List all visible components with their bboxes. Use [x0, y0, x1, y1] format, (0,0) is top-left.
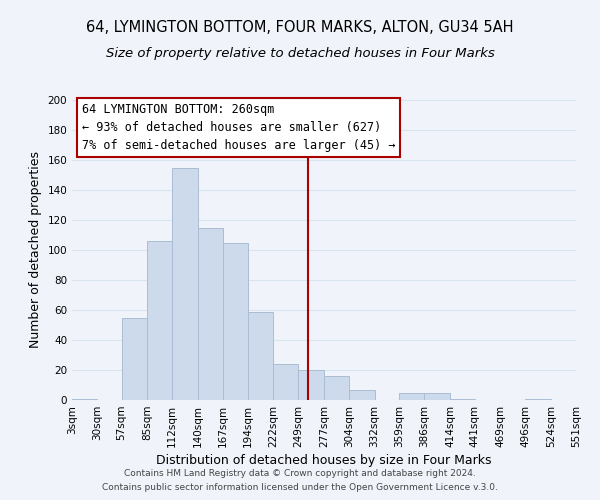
- Bar: [248, 312, 274, 400]
- Text: 64 LYMINGTON BOTTOM: 260sqm
← 93% of detached houses are smaller (627)
7% of sem: 64 LYMINGTON BOTTOM: 260sqm ← 93% of det…: [82, 103, 395, 152]
- Bar: [400, 392, 424, 400]
- Text: 64, LYMINGTON BOTTOM, FOUR MARKS, ALTON, GU34 5AH: 64, LYMINGTON BOTTOM, FOUR MARKS, ALTON,…: [86, 20, 514, 35]
- Text: Contains HM Land Registry data © Crown copyright and database right 2024.: Contains HM Land Registry data © Crown c…: [124, 468, 476, 477]
- Bar: [274, 364, 298, 400]
- Bar: [424, 392, 450, 400]
- Bar: [198, 228, 223, 400]
- X-axis label: Distribution of detached houses by size in Four Marks: Distribution of detached houses by size …: [156, 454, 492, 467]
- Bar: [450, 398, 475, 400]
- Bar: [298, 370, 324, 400]
- Y-axis label: Number of detached properties: Number of detached properties: [29, 152, 42, 348]
- Bar: [148, 241, 172, 400]
- Bar: [72, 398, 97, 400]
- Text: Size of property relative to detached houses in Four Marks: Size of property relative to detached ho…: [106, 48, 494, 60]
- Bar: [349, 390, 374, 400]
- Text: Contains public sector information licensed under the Open Government Licence v.: Contains public sector information licen…: [102, 484, 498, 492]
- Bar: [526, 398, 551, 400]
- Bar: [324, 376, 349, 400]
- Bar: [122, 318, 148, 400]
- Bar: [172, 168, 198, 400]
- Bar: [223, 242, 248, 400]
